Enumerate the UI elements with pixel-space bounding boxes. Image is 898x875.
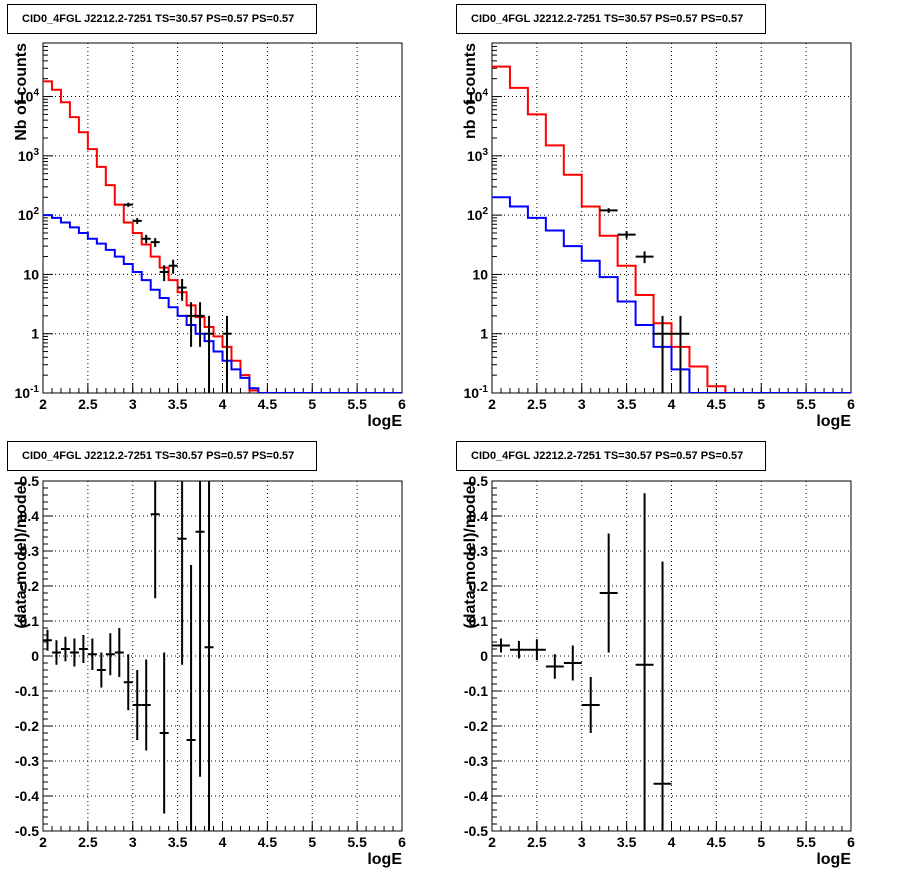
x-tick-label: 2 (488, 834, 496, 850)
plot-area (43, 481, 214, 831)
y-tick-label: 0.4 (469, 508, 489, 524)
x-tick-label: 6 (398, 834, 406, 850)
y-tick-label: 0.1 (20, 613, 40, 629)
y-tick-label: 104 (467, 88, 489, 105)
y-tick-label: -0.1 (15, 683, 39, 699)
y-tick-label: 0.5 (469, 473, 489, 489)
y-tick-label: -0.5 (15, 823, 39, 839)
x-tick-label: 2.5 (78, 396, 98, 412)
y-tick-label: -0.4 (464, 788, 488, 804)
x-tick-label: 5.5 (347, 834, 367, 850)
y-tick-label: -0.3 (464, 753, 488, 769)
series-line-blue (43, 214, 402, 393)
y-tick-label: -0.5 (464, 823, 488, 839)
x-tick-label: 2 (39, 396, 47, 412)
x-tick-label: 4.5 (707, 396, 727, 412)
chart-panel-2: 2 2.5 3 3.5 4 4.5 5 5.5 6 -0.5 -0.4 -0.3 -0.2 -0.1 0 0.… (13, 473, 406, 868)
y-tick-label: 102 (18, 206, 40, 223)
y-axis-title: nb of counts (462, 43, 479, 139)
x-tick-label: 6 (398, 396, 406, 412)
y-tick-label: 0.3 (20, 543, 40, 559)
x-tick-label: 5 (757, 396, 765, 412)
x-tick-label: 3.5 (168, 396, 188, 412)
y-tick-label: 103 (18, 147, 40, 164)
x-tick-label: 4.5 (258, 396, 278, 412)
x-axis-title: logE (816, 413, 851, 430)
y-axis-title: (data-model)/model (13, 481, 30, 629)
x-tick-label: 4 (219, 834, 227, 850)
chart-title-bottom-left: CID0_4FGL J2212.2-7251 TS=30.57 PS=0.57 … (7, 441, 317, 471)
plot-area (492, 65, 851, 393)
x-tick-label: 3 (578, 396, 586, 412)
chart-panel-3: 2 2.5 3 3.5 4 4.5 5 5.5 6 -0.5 -0.4 -0.3 -0.2 -0.1 0 0.… (462, 473, 855, 868)
chart-title-bottom-right: CID0_4FGL J2212.2-7251 TS=30.57 PS=0.57 … (456, 441, 766, 471)
x-tick-label: 2 (488, 396, 496, 412)
x-tick-label: 5.5 (796, 834, 816, 850)
x-tick-label: 5.5 (347, 396, 367, 412)
x-axis-title: logE (367, 851, 402, 868)
x-tick-label: 2.5 (527, 396, 547, 412)
x-tick-label: 5.5 (796, 396, 816, 412)
x-tick-label: 3.5 (617, 834, 637, 850)
y-tick-label: -0.4 (15, 788, 39, 804)
x-tick-label: 4 (219, 396, 227, 412)
series-line-red (43, 80, 402, 393)
y-tick-label: 0.3 (469, 543, 489, 559)
x-tick-label: 2 (39, 834, 47, 850)
plot-area (492, 493, 672, 831)
y-tick-label: 0.4 (20, 508, 40, 524)
x-tick-label: 5 (308, 396, 316, 412)
x-axis-title: logE (816, 851, 851, 868)
x-tick-label: 5 (757, 834, 765, 850)
x-tick-label: 4 (668, 396, 676, 412)
x-tick-label: 3.5 (168, 834, 188, 850)
chart-title-top-right: CID0_4FGL J2212.2-7251 TS=30.57 PS=0.57 … (456, 4, 766, 34)
x-tick-label: 3 (129, 834, 137, 850)
x-tick-label: 6 (847, 396, 855, 412)
x-tick-label: 4.5 (258, 834, 278, 850)
y-tick-label: 1 (31, 326, 39, 342)
x-tick-label: 3 (578, 834, 586, 850)
y-tick-label: 0.1 (469, 613, 489, 629)
x-tick-label: 6 (847, 834, 855, 850)
x-tick-label: 4 (668, 834, 676, 850)
y-tick-label: 102 (467, 206, 489, 223)
y-tick-label: 103 (467, 147, 489, 164)
y-axis-title: (data-model)/model (462, 481, 479, 629)
plot-area (43, 80, 402, 393)
y-tick-label: 0 (480, 648, 488, 664)
y-tick-label: 1 (480, 326, 488, 342)
x-axis-title: logE (367, 413, 402, 430)
y-tick-label: 0 (31, 648, 39, 664)
x-tick-label: 4.5 (707, 834, 727, 850)
chart-panel-0: 2 2.5 3 3.5 4 4.5 5 5.5 6 10-1 1 10 102 103 104 logE Nb … (13, 42, 406, 430)
y-tick-label: 104 (18, 88, 40, 105)
y-axis-title: Nb of counts (13, 43, 30, 141)
y-tick-label: 10 (23, 266, 39, 282)
x-tick-label: 3 (129, 396, 137, 412)
chart-panel-1: 2 2.5 3 3.5 4 4.5 5 5.5 6 10-1 1 10 102 103 104 logE nb … (462, 42, 855, 430)
y-tick-label: -0.1 (464, 683, 488, 699)
y-tick-label: -0.2 (15, 718, 39, 734)
x-tick-label: 5 (308, 834, 316, 850)
y-tick-label: -0.3 (15, 753, 39, 769)
series-line-blue (492, 196, 851, 393)
chart-title-top-left: CID0_4FGL J2212.2-7251 TS=30.57 PS=0.57 … (7, 4, 317, 34)
y-tick-label: 10-1 (464, 384, 489, 401)
x-tick-label: 2.5 (78, 834, 98, 850)
y-tick-label: 0.2 (20, 578, 40, 594)
y-tick-label: 0.2 (469, 578, 489, 594)
series-line-red (492, 65, 851, 393)
y-tick-label: 0.5 (20, 473, 40, 489)
x-tick-label: 3.5 (617, 396, 637, 412)
y-tick-label: -0.2 (464, 718, 488, 734)
x-tick-label: 2.5 (527, 834, 547, 850)
y-tick-label: 10 (472, 266, 488, 282)
y-tick-label: 10-1 (15, 384, 40, 401)
